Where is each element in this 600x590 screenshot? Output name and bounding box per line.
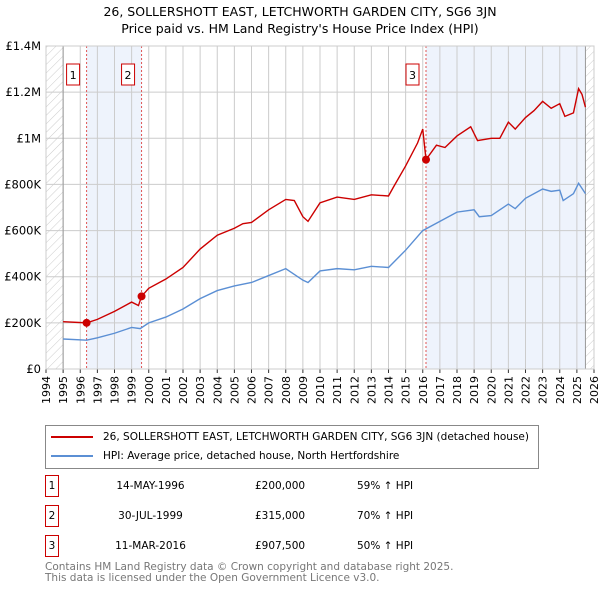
- sale-marker: 2: [45, 505, 59, 527]
- hatched-no-data: [585, 46, 594, 369]
- x-tick-label: 1997: [91, 376, 104, 404]
- x-tick-label: 2008: [280, 376, 293, 404]
- chart-subtitle: Price paid vs. HM Land Registry's House …: [121, 21, 479, 36]
- chart-title: 26, SOLLERSHOTT EAST, LETCHWORTH GARDEN …: [103, 4, 497, 19]
- x-tick-label: 2018: [451, 376, 464, 404]
- plot-border: [45, 45, 595, 370]
- hpi-line: [63, 181, 587, 341]
- sale-label: 1: [70, 69, 77, 82]
- sale-price: £200,000: [255, 480, 306, 492]
- x-tick-label: 2001: [160, 376, 173, 404]
- y-tick-label: £1.4M: [5, 39, 41, 53]
- x-tick-label: 2015: [400, 376, 413, 404]
- x-tick-label: 2022: [520, 376, 533, 404]
- legend-line-blue: [51, 455, 93, 457]
- y-tick-label: £1M: [16, 131, 41, 145]
- legend-label: HPI: Average price, detached house, Nort…: [103, 450, 400, 462]
- y-tick-label: £0: [26, 362, 41, 376]
- x-tick-label: 1998: [109, 376, 122, 404]
- sale-label-box: [405, 63, 420, 86]
- x-tick-label: 2009: [297, 376, 310, 404]
- price-line: [63, 86, 587, 324]
- footer-line: Contains HM Land Registry data © Crown c…: [45, 561, 454, 573]
- sale-date: 14-MAY-1996: [116, 480, 185, 492]
- x-tick-label: 2016: [417, 376, 430, 404]
- x-tick-label: 1994: [40, 376, 53, 404]
- sale-price: £315,000: [255, 510, 306, 522]
- sale-marker: 1: [45, 475, 59, 497]
- sale-marker: 3: [45, 535, 59, 557]
- sale-point: [137, 292, 146, 301]
- shaded-period: [426, 46, 586, 369]
- x-tick-label: 2000: [143, 376, 156, 404]
- x-tick-label: 2006: [246, 376, 259, 404]
- y-tick-label: £1.2M: [5, 85, 41, 99]
- sale-date: 11-MAR-2016: [115, 540, 186, 552]
- x-tick-label: 2026: [588, 376, 600, 404]
- x-tick-label: 1999: [126, 376, 139, 404]
- legend-item-property: 26, SOLLERSHOTT EAST, LETCHWORTH GARDEN …: [51, 429, 529, 445]
- y-tick-label: £600K: [4, 224, 41, 238]
- x-tick-label: 2020: [485, 376, 498, 404]
- hatched-no-data: [46, 46, 64, 369]
- sale-hpi: 50% ↑ HPI: [357, 540, 414, 552]
- x-tick-label: 2011: [331, 376, 344, 404]
- legend: 26, SOLLERSHOTT EAST, LETCHWORTH GARDEN …: [45, 425, 539, 469]
- x-tick-label: 2013: [365, 376, 378, 404]
- sale-point: [82, 318, 91, 327]
- footer: Contains HM Land Registry data © Crown c…: [45, 562, 453, 584]
- sale-date: 30-JUL-1999: [118, 510, 183, 522]
- x-tick-label: 2021: [502, 376, 515, 404]
- sale-point: [422, 155, 431, 164]
- x-tick-label: 2024: [554, 376, 567, 404]
- y-tick-label: £400K: [4, 270, 41, 284]
- footer-line: This data is licensed under the Open Gov…: [45, 572, 380, 584]
- sale-hpi: 59% ↑ HPI: [357, 480, 414, 492]
- x-tick-label: 2002: [177, 376, 190, 404]
- legend-label: 26, SOLLERSHOTT EAST, LETCHWORTH GARDEN …: [103, 431, 529, 443]
- x-tick-label: 1995: [57, 376, 70, 404]
- x-tick-label: 2014: [383, 376, 396, 404]
- sale-price: £907,500: [255, 540, 306, 552]
- x-tick-label: 2023: [537, 376, 550, 404]
- sale-hpi: 70% ↑ HPI: [357, 510, 414, 522]
- legend-item-hpi: HPI: Average price, detached house, Nort…: [51, 448, 399, 464]
- x-tick-label: 2025: [571, 376, 584, 404]
- x-tick-label: 2003: [194, 376, 207, 404]
- x-tick-label: 2005: [228, 376, 241, 404]
- x-tick-label: 2010: [314, 376, 327, 404]
- plot-area: 1994 1995 1996 1997 1998 1999 2000 2001 2002 2003…: [4, 39, 600, 404]
- x-tick-label: 1996: [74, 376, 87, 404]
- x-tick-label: 2019: [468, 376, 481, 404]
- x-tick-label: 2007: [263, 376, 276, 404]
- y-tick-label: £800K: [4, 177, 41, 191]
- sale-row-2: 2 30-JUL-1999 £315,000 70% ↑ HPI: [45, 505, 445, 527]
- sale-label-box: [66, 63, 81, 86]
- sale-row-3: 3 11-MAR-2016 £907,500 50% ↑ HPI: [45, 535, 445, 557]
- x-tick-label: 2004: [211, 376, 224, 404]
- x-tick-label: 2017: [434, 376, 447, 404]
- sale-label: 2: [125, 69, 132, 82]
- sale-label-box: [121, 63, 136, 86]
- sale-label: 3: [409, 69, 416, 82]
- x-tick-label: 2012: [348, 376, 361, 404]
- legend-line-red: [51, 436, 93, 438]
- sale-row-1: 1 14-MAY-1996 £200,000 59% ↑ HPI: [45, 475, 445, 497]
- y-tick-label: £200K: [4, 316, 41, 330]
